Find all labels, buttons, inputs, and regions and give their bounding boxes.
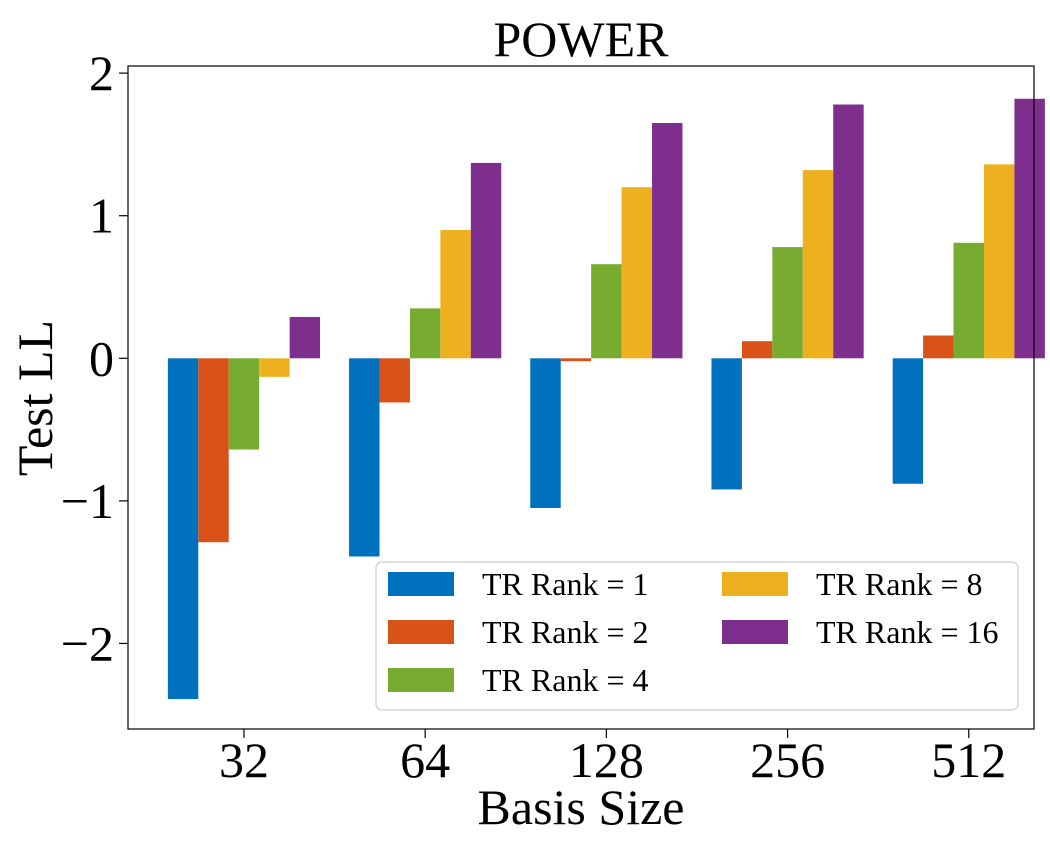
bar-512-series-1 [892,358,924,484]
bar-64-series-3 [409,308,441,359]
bar-512-series-4 [983,164,1015,359]
legend-swatch-4 [722,572,788,596]
x-axis-label: Basis Size [478,779,685,835]
x-tick-label: 512 [931,732,1006,788]
bar-64-series-4 [440,229,471,359]
x-ticks-group: 32 64 128 256 512 [219,729,1006,788]
bar-256-series-3 [772,247,803,359]
bar-64-series-5 [470,162,502,359]
legend-swatch-1 [388,572,454,596]
bar-256-series-5 [833,104,864,359]
x-tick-label: 64 [400,732,450,788]
y-tick-label: −2 [61,615,114,671]
legend-label-2: TR Rank = 2 [482,614,648,650]
legend-label-4: TR Rank = 8 [816,566,982,602]
bar-256-series-2 [741,341,773,359]
legend-label-1: TR Rank = 1 [482,566,648,602]
legend-swatch-3 [388,668,454,692]
y-axis-label: Test LL [7,320,63,476]
bar-512-series-5 [1014,98,1045,359]
x-tick-label: 128 [569,732,644,788]
legend-label-3: TR Rank = 4 [482,662,648,698]
bar-512-series-3 [953,242,984,359]
legend-label-5: TR Rank = 16 [816,614,998,650]
legend-swatch-5 [722,620,788,644]
legend-swatch-2 [388,620,454,644]
bar-128-series-5 [652,123,683,359]
bar-32-series-2 [198,358,229,543]
x-tick-label: 32 [219,732,269,788]
chart-title: POWER [494,11,670,67]
bar-32-series-4 [259,358,290,377]
bar-512-series-2 [923,335,954,359]
bar-32-series-3 [228,358,260,450]
legend: TR Rank = 1 TR Rank = 2 TR Rank = 4 TR Rank… [375,561,1019,711]
bar-32-series-5 [289,316,321,359]
legend-frame [375,561,1019,711]
plot-frame [127,65,1035,730]
y-ticks-group: 2 1 0 −1 −2 [61,45,128,671]
y-tick-label: 2 [89,45,114,101]
y-tick-label: 0 [89,330,114,386]
bar-128-series-3 [591,264,622,359]
y-tick-label: −1 [61,473,114,529]
y-tick-label: 1 [89,188,114,244]
bar-256-series-4 [802,170,834,359]
bar-64-series-2 [379,358,410,403]
bar-128-series-1 [530,358,561,508]
bar-64-series-1 [349,358,380,557]
bar-128-series-2 [560,358,592,362]
bars-group [167,98,1045,700]
bar-32-series-1 [167,358,199,700]
bar-128-series-4 [621,187,653,359]
bar-256-series-1 [711,358,742,490]
x-tick-label: 256 [750,732,825,788]
